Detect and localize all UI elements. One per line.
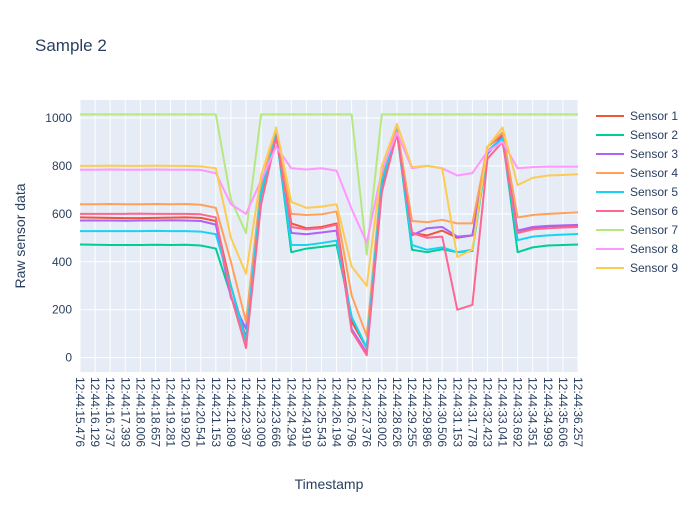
legend-label: Sensor 9 (630, 261, 678, 275)
x-tick-label: 12:44:34.993 (541, 377, 555, 447)
x-tick-label: 12:44:16.129 (88, 377, 102, 447)
x-tick-label: 12:44:19.281 (164, 377, 178, 447)
x-tick-label: 12:44:15.476 (73, 377, 87, 447)
x-tick-label: 12:44:21.153 (209, 377, 223, 447)
x-tick-label: 12:44:23.009 (254, 377, 268, 447)
legend-label: Sensor 6 (630, 204, 678, 218)
x-tick-label: 12:44:20.541 (194, 377, 208, 447)
legend-label: Sensor 3 (630, 147, 678, 161)
x-tick-label: 12:44:24.294 (284, 377, 298, 447)
y-tick-label: 200 (52, 303, 72, 317)
legend-label: Sensor 2 (630, 128, 678, 142)
x-tick-label: 12:44:24.919 (299, 377, 313, 447)
x-axis-ticks: 12:44:15.476 12:44:16.129 12:44:16.737 12:4… (73, 377, 585, 447)
series-line-sensor-6 (80, 132, 579, 357)
x-tick-label: 12:44:34.351 (526, 377, 540, 447)
legend-label: Sensor 7 (630, 223, 678, 237)
y-tick-label: 0 (65, 351, 72, 365)
x-tick-label: 12:44:33.692 (511, 377, 525, 447)
x-tick-label: 12:44:31.778 (465, 377, 479, 447)
x-tick-label: 12:44:25.543 (314, 377, 328, 447)
legend[interactable]: Sensor 1 Sensor 2 Sensor 3 Sensor 4 Sensor 5… (596, 109, 678, 275)
x-tick-label: 12:44:32.423 (480, 377, 494, 447)
x-tick-label: 12:44:29.255 (405, 377, 419, 447)
x-tick-label: 12:44:33.041 (496, 377, 510, 447)
x-tick-label: 12:44:31.153 (450, 377, 464, 447)
series-line-sensor-9 (80, 122, 579, 287)
x-tick-label: 12:44:18.006 (133, 377, 147, 447)
x-tick-label: 12:44:26.796 (345, 377, 359, 447)
series-layer (79, 113, 579, 357)
legend-item[interactable]: Sensor 5 (596, 185, 678, 199)
legend-label: Sensor 1 (630, 109, 678, 123)
x-tick-label: 12:44:27.376 (360, 377, 374, 447)
legend-label: Sensor 8 (630, 242, 678, 256)
legend-item[interactable]: Sensor 3 (596, 147, 678, 161)
legend-item[interactable]: Sensor 9 (596, 261, 678, 275)
y-axis-label: Raw sensor data (12, 183, 28, 288)
y-tick-label: 800 (52, 159, 72, 173)
series-line-sensor-8 (80, 131, 578, 244)
x-tick-label: 12:44:19.920 (179, 377, 193, 447)
y-tick-label: 600 (52, 207, 72, 221)
x-tick-label: 12:44:36.257 (571, 377, 585, 447)
x-tick-label: 12:44:18.657 (148, 377, 162, 447)
x-tick-label: 12:44:17.393 (118, 377, 132, 447)
x-axis-label: Timestamp (295, 476, 364, 492)
x-tick-label: 12:44:22.397 (239, 377, 253, 447)
x-tick-label: 12:44:29.896 (420, 377, 434, 447)
legend-item[interactable]: Sensor 8 (596, 242, 678, 256)
legend-item[interactable]: Sensor 2 (596, 128, 678, 142)
x-tick-label: 12:44:21.809 (224, 377, 238, 447)
series-line-sensor-5 (80, 130, 579, 350)
legend-item[interactable]: Sensor 6 (596, 204, 678, 218)
x-tick-label: 12:44:23.666 (269, 377, 283, 447)
series-line-sensor-7 (80, 113, 578, 256)
legend-label: Sensor 5 (630, 185, 678, 199)
series-line-sensor-4 (80, 126, 579, 338)
x-tick-label: 12:44:35.606 (556, 377, 570, 447)
x-tick-label: 12:44:28.002 (375, 377, 389, 447)
legend-item[interactable]: Sensor 1 (596, 109, 678, 123)
legend-label: Sensor 4 (630, 166, 678, 180)
legend-item[interactable]: Sensor 7 (596, 223, 678, 237)
legend-item[interactable]: Sensor 4 (596, 166, 678, 180)
chart-title: Sample 2 (35, 36, 107, 55)
y-tick-label: 1000 (45, 111, 72, 125)
y-tick-label: 400 (52, 255, 72, 269)
x-tick-label: 12:44:16.737 (103, 377, 117, 447)
x-tick-label: 12:44:28.626 (390, 377, 404, 447)
y-axis-ticks: 0 200 400 600 800 1000 (45, 111, 72, 365)
x-tick-label: 12:44:30.506 (435, 377, 449, 447)
x-tick-label: 12:44:26.194 (330, 377, 344, 447)
